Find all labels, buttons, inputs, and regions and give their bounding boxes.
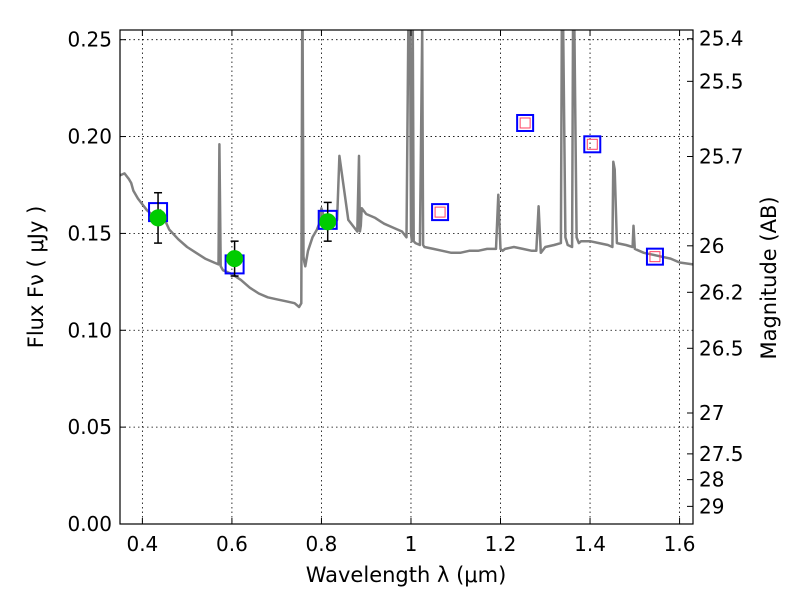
upper-limit-outer-square	[583, 135, 602, 154]
y2-tick-label: 25.7	[699, 145, 744, 169]
model-spectrum	[120, 30, 693, 309]
upper-limit-outer-square	[431, 203, 450, 222]
observed-photometry-point	[149, 209, 167, 227]
y-axis: 0.00 0.05 0.10 0.15 0.20 0.25	[67, 28, 126, 536]
plot-frame	[119, 29, 694, 525]
x-axis: 0.4 0.6 0.8 1 1.2 1.4 1.6	[126, 30, 695, 556]
y-tick-label: 0.05	[67, 415, 112, 439]
observed-photometry-point	[226, 250, 244, 268]
y2-tick-label: 27.5	[699, 442, 744, 466]
spectrum-line	[120, 30, 693, 309]
y2-tick-label: 28	[699, 468, 724, 492]
observed-photometry-point	[319, 213, 337, 231]
y2-tick-label: 25.4	[699, 27, 744, 51]
y2-axis-label: Magnitude (AB)	[757, 196, 781, 359]
x-tick-label: 1.4	[574, 532, 606, 556]
x-tick-label: 0.8	[306, 532, 338, 556]
upper-limit-outer-square	[516, 113, 535, 132]
y2-tick-label: 27	[699, 401, 724, 425]
y2-tick-label: 26	[699, 234, 724, 258]
y2-tick-label: 29	[699, 494, 724, 518]
upper-limit-inner-square	[649, 251, 661, 263]
y-tick-label: 0.20	[67, 125, 112, 149]
y-tick-label: 0.25	[67, 28, 112, 52]
y-tick-label: 0.00	[67, 512, 112, 536]
upper-limit-inner-square	[586, 138, 598, 150]
upper-limit-inner-square	[434, 206, 446, 218]
x-tick-label: 1	[405, 532, 418, 556]
x-axis-label: Wavelength λ (μm)	[306, 563, 507, 587]
y-tick-label: 0.15	[67, 221, 112, 245]
upper-limit-inner-square	[519, 117, 531, 129]
y2-tick-label: 26.5	[699, 336, 744, 360]
y2-tick-label: 26.2	[699, 280, 744, 304]
y-tick-label: 0.10	[67, 318, 112, 342]
x-tick-label: 1.2	[485, 532, 517, 556]
upper-limit-outer-square	[645, 247, 664, 266]
x-tick-label: 0.4	[126, 532, 158, 556]
y-axis-label: Flux Fν ( μJy )	[24, 206, 48, 349]
x-tick-label: 1.6	[664, 532, 696, 556]
y2-tick-label: 25.5	[699, 69, 744, 93]
x-tick-label: 0.6	[216, 532, 248, 556]
photometry-markers	[148, 113, 664, 277]
